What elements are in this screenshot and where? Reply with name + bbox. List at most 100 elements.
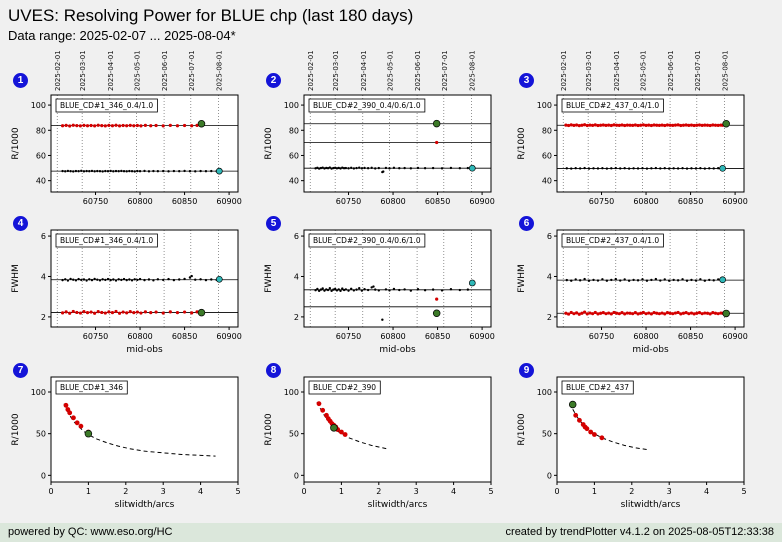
svg-text:60750: 60750 xyxy=(589,332,614,341)
x-axis-label: mid-obs xyxy=(632,345,669,355)
setting-label: BLUE_CD#2_390_0.4/0.6/1.0 xyxy=(313,236,421,245)
svg-text:50: 50 xyxy=(289,430,299,439)
svg-text:0: 0 xyxy=(294,471,299,480)
panel-number-badge: 6 xyxy=(519,216,534,231)
svg-text:5: 5 xyxy=(488,487,493,496)
svg-text:4: 4 xyxy=(547,272,552,281)
svg-text:60750: 60750 xyxy=(83,332,108,341)
svg-text:80: 80 xyxy=(289,126,299,135)
svg-text:60800: 60800 xyxy=(127,332,152,341)
x-axis-label: mid-obs xyxy=(126,345,163,355)
svg-text:2025-05-01: 2025-05-01 xyxy=(639,50,647,91)
y-axis-label: FWHM xyxy=(517,264,527,293)
svg-text:2025-02-01: 2025-02-01 xyxy=(307,50,315,91)
svg-text:60: 60 xyxy=(36,151,46,160)
panel-1: 1 2025-02-01 2025-03-01 2025-04-01 2025-05-0… xyxy=(6,47,251,208)
setting-label: BLUE_CD#2_437_0.4/1.0 xyxy=(566,236,659,245)
svg-text:2: 2 xyxy=(629,487,634,496)
svg-text:2025-06-01: 2025-06-01 xyxy=(414,50,422,91)
panel-number-badge: 5 xyxy=(266,216,281,231)
footer-powered-by: powered by QC: www.eso.org/HC xyxy=(8,526,173,538)
y-axis-label: R/1000 xyxy=(264,127,274,159)
panel-number-badge: 3 xyxy=(519,73,534,88)
chart-plot-8: 0 1 2 3 4 5050100R/1000slitwidth/arcsBLUE_CD#… xyxy=(264,376,494,510)
svg-text:4: 4 xyxy=(198,487,203,496)
svg-text:60750: 60750 xyxy=(83,197,108,206)
svg-text:2025-03-01: 2025-03-01 xyxy=(79,50,87,91)
svg-text:2025-04-01: 2025-04-01 xyxy=(107,50,115,91)
svg-text:80: 80 xyxy=(542,126,552,135)
svg-text:0: 0 xyxy=(301,487,306,496)
y-axis-label: R/1000 xyxy=(517,127,527,159)
svg-text:60800: 60800 xyxy=(380,332,405,341)
setting-label: BLUE_CD#2_437 xyxy=(566,383,629,392)
setting-label: BLUE_CD#2_437_0.4/1.0 xyxy=(566,101,659,110)
svg-text:60850: 60850 xyxy=(678,197,703,206)
svg-text:40: 40 xyxy=(289,177,299,186)
svg-text:60: 60 xyxy=(542,151,552,160)
charts-grid: 1 2025-02-01 2025-03-01 2025-04-01 2025-05-0… xyxy=(0,47,782,510)
chart-plot-6: 60750 60800 60850 60900 2 4 6 FWHM mid-obs BLUE_C… xyxy=(517,229,748,355)
svg-text:4: 4 xyxy=(451,487,456,496)
svg-text:60750: 60750 xyxy=(336,197,361,206)
svg-text:2: 2 xyxy=(547,313,552,322)
svg-text:2025-04-01: 2025-04-01 xyxy=(613,50,621,91)
y-axis-label: FWHM xyxy=(264,264,274,293)
svg-text:0: 0 xyxy=(41,471,46,480)
panel-7: 7 0 1 2 3 4 5 0 50 100 R/1000 slitwidth/arcs BLUE_CD… xyxy=(6,359,251,510)
svg-text:2025-02-01: 2025-02-01 xyxy=(560,50,568,91)
svg-text:4: 4 xyxy=(294,272,299,281)
svg-text:2025-08-01: 2025-08-01 xyxy=(215,50,223,91)
panel-8: 8 0 1 2 3 4 5 0 50 100 R/1000 slitwidth/arcs BLUE_CD… xyxy=(259,359,504,510)
svg-text:60900: 60900 xyxy=(722,332,747,341)
svg-text:1: 1 xyxy=(339,487,344,496)
header: UVES: Resolving Power for BLUE chp (last… xyxy=(0,0,782,45)
svg-text:2025-08-01: 2025-08-01 xyxy=(721,50,729,91)
svg-text:60850: 60850 xyxy=(425,332,450,341)
svg-text:100: 100 xyxy=(31,101,46,110)
svg-text:100: 100 xyxy=(537,101,552,110)
x-axis-label: slitwidth/arcs xyxy=(368,500,428,510)
chart-plot-7: 0 1 2 3 4 5050100R/1000slitwidth/arcsBLUE_CD#… xyxy=(11,376,241,510)
svg-text:6: 6 xyxy=(41,232,46,241)
svg-text:5: 5 xyxy=(741,487,746,496)
panel-9: 9 0 1 2 3 4 5 0 50 100 R/1000 slitwidth/arcs BLUE_CD… xyxy=(512,359,757,510)
data-range-subtitle: Data range: 2025-02-07 ... 2025-08-04* xyxy=(8,28,236,43)
svg-text:4: 4 xyxy=(41,272,46,281)
x-axis-label: slitwidth/arcs xyxy=(115,500,175,510)
panel-number-badge: 1 xyxy=(13,73,28,88)
svg-text:3: 3 xyxy=(414,487,419,496)
svg-text:2025-04-01: 2025-04-01 xyxy=(360,50,368,91)
y-axis-label: R/1000 xyxy=(264,413,274,445)
svg-text:2: 2 xyxy=(294,313,299,322)
svg-text:2: 2 xyxy=(123,487,128,496)
panel-number-badge: 8 xyxy=(266,363,281,378)
svg-text:60800: 60800 xyxy=(127,197,152,206)
svg-text:60900: 60900 xyxy=(469,197,494,206)
svg-text:0: 0 xyxy=(547,471,552,480)
svg-text:6: 6 xyxy=(294,232,299,241)
svg-text:60900: 60900 xyxy=(216,197,241,206)
chart-plot-2: 2025-02-01 2025-03-01 2025-04-01 2025-05-01… xyxy=(264,50,495,206)
svg-text:40: 40 xyxy=(36,177,46,186)
footer-created-by: created by trendPlotter v4.1.2 on 2025-0… xyxy=(505,526,774,538)
svg-text:60900: 60900 xyxy=(722,197,747,206)
svg-text:3: 3 xyxy=(667,487,672,496)
svg-text:60850: 60850 xyxy=(172,332,197,341)
panel-4: 4 60750 60800 60850 60900 2 4 6 FWHM mid-obs BLUE_… xyxy=(6,212,251,355)
svg-text:50: 50 xyxy=(36,430,46,439)
chart-plot-4: 60750 60800 60850 60900 2 4 6 FWHM mid-obs BLUE_C… xyxy=(11,229,242,355)
svg-text:2025-03-01: 2025-03-01 xyxy=(332,50,340,91)
chart-plot-3: 2025-02-01 2025-03-01 2025-04-01 2025-05-01… xyxy=(517,50,748,206)
svg-text:3: 3 xyxy=(161,487,166,496)
y-axis-label: R/1000 xyxy=(11,127,21,159)
svg-text:2025-06-01: 2025-06-01 xyxy=(667,50,675,91)
x-axis-label: slitwidth/arcs xyxy=(621,500,681,510)
panel-number-badge: 2 xyxy=(266,73,281,88)
svg-text:60750: 60750 xyxy=(336,332,361,341)
svg-text:60: 60 xyxy=(289,151,299,160)
svg-text:100: 100 xyxy=(31,388,46,397)
svg-text:2025-05-01: 2025-05-01 xyxy=(133,50,141,91)
footer-bar: powered by QC: www.eso.org/HC created by… xyxy=(0,523,782,542)
